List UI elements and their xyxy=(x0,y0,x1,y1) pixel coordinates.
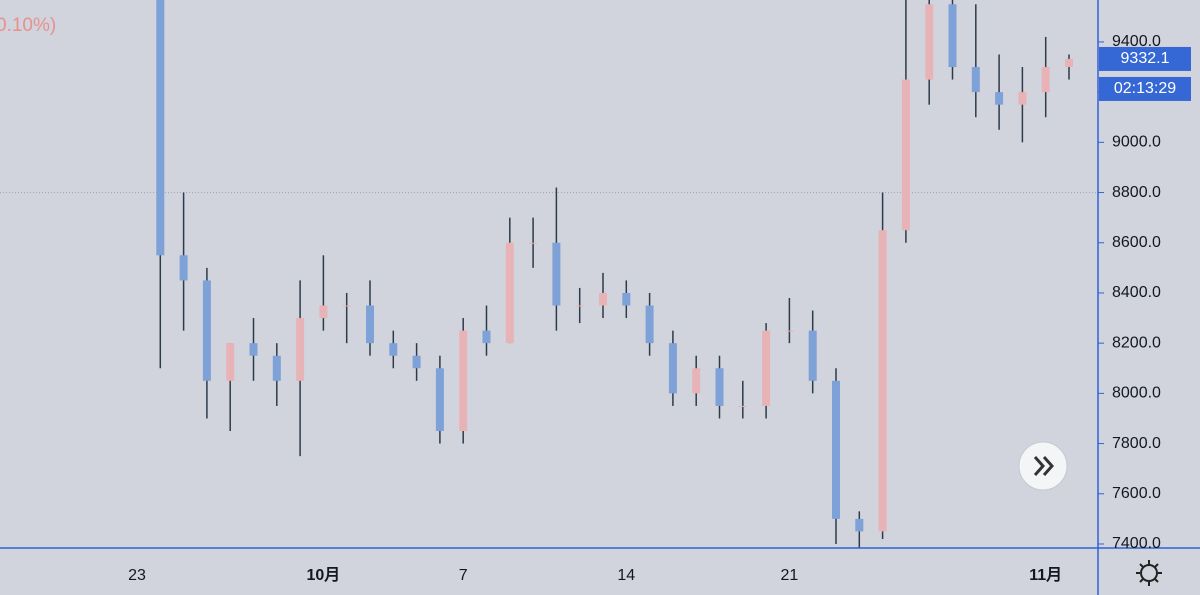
x-tick-label: 10月 xyxy=(306,566,340,584)
y-tick-label: 8400.0 xyxy=(1112,284,1161,301)
y-tick-label: 7600.0 xyxy=(1112,485,1161,502)
candle-body xyxy=(622,292,631,306)
y-tick-label: 8800.0 xyxy=(1112,184,1161,201)
candle-body xyxy=(552,242,561,306)
scroll-icon[interactable] xyxy=(1033,456,1055,476)
candle-body xyxy=(272,355,281,381)
candle-body xyxy=(412,355,421,369)
gear-teeth[interactable] xyxy=(1136,560,1162,586)
candle-body xyxy=(599,292,607,306)
countdown-box xyxy=(1099,76,1191,101)
candle-body xyxy=(179,255,188,281)
candle-body xyxy=(762,330,771,406)
candle-body xyxy=(901,79,910,231)
candle-body xyxy=(995,92,1004,105)
candle-body xyxy=(855,518,864,532)
change-label: 0.10%) xyxy=(0,15,56,36)
candle-body xyxy=(832,380,840,519)
x-tick-label: 11月 xyxy=(1029,566,1062,584)
candle-body xyxy=(226,343,235,381)
plot-area xyxy=(0,0,1098,548)
gear-ring[interactable] xyxy=(1140,564,1158,582)
candle-body xyxy=(715,368,724,406)
y-tick-label: 7400.0 xyxy=(1112,535,1161,552)
countdown-label: 02:13:29 xyxy=(1114,80,1176,97)
price-box xyxy=(1099,46,1191,71)
y-tick-label: 9400.0 xyxy=(1112,33,1161,50)
candle-body xyxy=(1018,92,1027,105)
y-tick-label: 8000.0 xyxy=(1112,385,1161,402)
candle-body xyxy=(948,4,957,68)
settings-button[interactable] xyxy=(1136,560,1162,586)
candle-body xyxy=(692,368,701,394)
price-label: 9332.1 xyxy=(1121,50,1170,67)
candle-body xyxy=(971,67,980,93)
x-tick-label: 14 xyxy=(617,567,635,584)
candle-body xyxy=(296,318,305,381)
axes: 7400.0 7600.0 7800.0 8000.0 8200.0 8400.0 8600… xyxy=(128,33,1191,584)
candle-body xyxy=(878,230,887,532)
candle-body xyxy=(738,405,747,407)
candle-body xyxy=(668,343,677,394)
candle-body xyxy=(459,330,468,432)
candle-body xyxy=(249,343,258,356)
candle-body xyxy=(575,305,584,307)
y-tick-label: 8200.0 xyxy=(1112,334,1161,351)
x-tick-label: 23 xyxy=(128,567,146,584)
candle-body xyxy=(529,242,538,244)
y-tick-label: 7800.0 xyxy=(1112,435,1161,452)
candle-body xyxy=(808,330,817,381)
x-tick-label: 21 xyxy=(781,567,799,584)
candle-body xyxy=(342,305,351,307)
scroll-button[interactable] xyxy=(1018,441,1068,491)
candle-body xyxy=(1041,67,1050,93)
candle-body xyxy=(435,368,444,432)
x-tick-label: 7 xyxy=(459,567,468,584)
candle-body xyxy=(785,330,794,332)
candle-body xyxy=(1065,58,1073,68)
candle-body xyxy=(925,4,934,80)
candle-body xyxy=(156,0,165,256)
candle-body xyxy=(366,305,374,344)
candle-body xyxy=(505,242,514,344)
y-tick-label: 8600.0 xyxy=(1112,234,1161,251)
candle-body xyxy=(645,305,654,344)
candle-body xyxy=(389,343,398,356)
y-tick-label: 9000.0 xyxy=(1112,134,1161,151)
candle-body xyxy=(202,280,211,381)
candle-body xyxy=(319,305,328,319)
candle-body xyxy=(482,330,491,344)
